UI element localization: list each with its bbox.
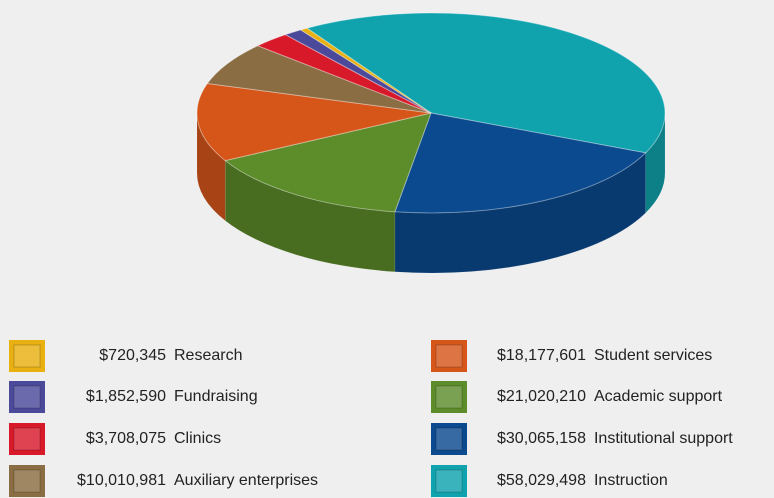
legend-entry: $18,177,601 Student services [497,347,712,364]
slice [224,112,432,213]
legend-swatch-bevel [13,427,41,451]
legend-swatch-bevel [435,344,463,368]
slice [305,12,666,154]
legend-swatch [9,340,45,372]
legend-entry: $58,029,498 Instruction [497,472,668,489]
legend-value: $1,852,590 [86,388,166,405]
legend-swatch-bevel [13,385,41,409]
legend-entry: $21,020,210 Academic support [497,388,723,405]
legend-label: Academic support [594,388,723,405]
slice-side [394,152,646,273]
legend-label: Fundraising [174,388,258,405]
slice-side [645,113,665,213]
slice [299,27,432,114]
legend-value: $21,020,210 [497,388,586,405]
legend-swatch [9,423,45,455]
slice [206,45,432,114]
legend-swatch [9,465,45,497]
legend-value: $10,010,981 [77,472,166,489]
legend-label: Institutional support [594,430,733,447]
slice [196,82,432,162]
slice [256,34,432,114]
legend-label: Student services [594,347,712,364]
legend-swatch-bevel [435,427,463,451]
legend-swatch [431,340,467,372]
legend-value: $18,177,601 [497,347,586,364]
legend-swatch-bevel [13,469,41,493]
legend-swatch-bevel [13,344,41,368]
legend: $720,345 Research $1,852,590 Fundraising $3,… [9,340,733,497]
legend-swatch-bevel [435,385,463,409]
legend-swatch [431,423,467,455]
legend-value: $30,065,158 [497,430,586,447]
legend-label: Clinics [174,430,221,447]
legend-label: Auxiliary enterprises [174,472,318,489]
pie-tops [196,12,666,214]
legend-value: $58,029,498 [497,472,586,489]
slice [284,29,432,114]
legend-swatch [9,381,45,413]
legend-entry: $30,065,158 Institutional support [497,430,733,447]
legend-value: $3,708,075 [86,430,166,447]
legend-label: Research [174,347,242,364]
slice [394,112,647,214]
legend-swatch-bevel [435,469,463,493]
legend-swatch [431,381,467,413]
legend-value: $720,345 [99,347,166,364]
slice-side [197,113,226,221]
legend-swatch [431,465,467,497]
legend-label: Instruction [594,472,668,489]
slice-side [225,160,395,272]
